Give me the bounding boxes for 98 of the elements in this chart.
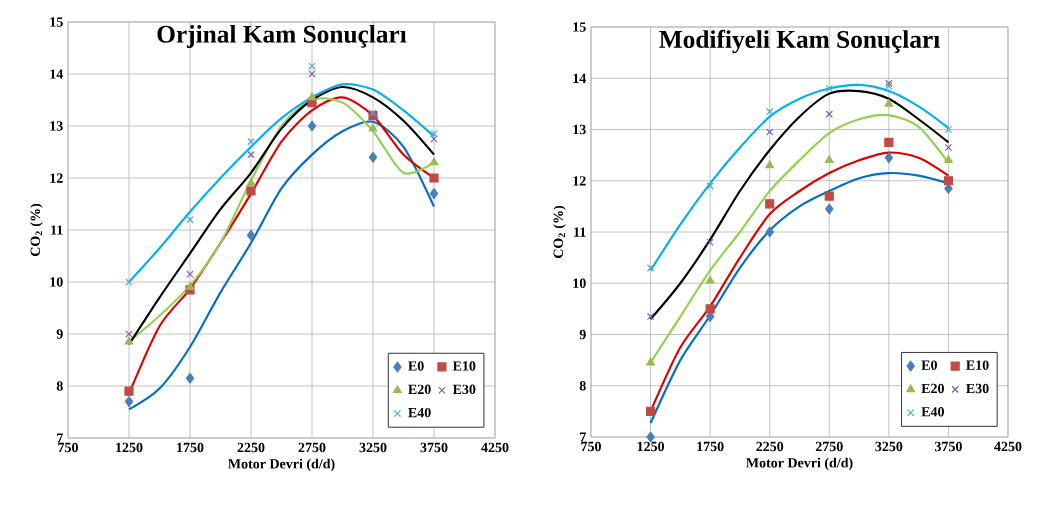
x-tick-label: 750: [581, 441, 601, 452]
y-axis-title: CO$_{2}$ (%): [30, 203, 43, 257]
point: [825, 84, 833, 93]
point: [765, 226, 774, 238]
line-series: [649, 83, 950, 272]
point: [706, 238, 714, 246]
y-tick-label: 9: [579, 329, 586, 340]
point: [765, 160, 775, 169]
legend-label: E20: [921, 383, 944, 394]
legend-label: E0: [408, 361, 424, 371]
y-tick-label: 10: [50, 277, 63, 287]
y-tick-label: 7: [580, 432, 586, 442]
x-axis-title: Motor Devri (d/d): [228, 458, 335, 472]
line-series: [649, 89, 950, 321]
point: [944, 183, 953, 194]
legend-label: E20: [408, 384, 431, 395]
legend-label: E30: [966, 383, 989, 394]
x-tick-label: 1250: [116, 442, 143, 453]
point: [246, 178, 256, 186]
point: [186, 270, 194, 278]
y-tick-label: 14: [573, 73, 587, 83]
point: [185, 372, 195, 384]
point: [766, 107, 774, 116]
point: [705, 304, 715, 314]
y-tick-label: 11: [574, 227, 586, 237]
y-tick-label: 14: [50, 69, 64, 79]
point: [884, 98, 894, 107]
point: [430, 130, 438, 138]
x-tick-label: 2250: [756, 441, 784, 452]
y-tick-label: 7: [57, 433, 63, 443]
y-tick-label: 9: [56, 329, 63, 339]
legend-label: E30: [452, 384, 476, 395]
x-tick-label: 2750: [815, 441, 843, 452]
x-tick-label: 2250: [237, 442, 265, 453]
x-tick-label: 1250: [637, 441, 665, 452]
point: [825, 203, 834, 215]
x-axis-title: Motor Devri (d/d): [746, 457, 853, 471]
legend-label: E10: [966, 360, 989, 370]
x-tick-label: 4250: [481, 442, 509, 453]
x-tick-label: 3250: [875, 441, 903, 452]
point: [246, 186, 256, 196]
point: [429, 188, 439, 199]
point: [247, 137, 255, 146]
point: [429, 157, 439, 166]
x-tick-label: 4250: [994, 441, 1022, 452]
y-tick-label: 15: [50, 17, 63, 27]
point: [124, 336, 134, 345]
chart-title: Modifiyeli Kam Sonuçları: [659, 29, 940, 54]
point: [368, 151, 378, 163]
legend-label: E0: [921, 360, 937, 370]
x-tick-label: 2750: [298, 442, 326, 453]
legend-label: E40: [921, 407, 944, 417]
legend-label: E10: [452, 361, 476, 371]
x-tick-label: 3750: [420, 442, 448, 453]
line-series: [127, 83, 436, 284]
point: [824, 155, 834, 164]
y-tick-label: 10: [573, 278, 586, 288]
point: [124, 386, 134, 396]
point: [645, 406, 656, 416]
y-tick-label: 8: [579, 381, 586, 391]
point: [307, 92, 317, 101]
point: [884, 137, 894, 147]
point: [308, 62, 316, 70]
point: [765, 199, 775, 209]
y-tick-label: 11: [51, 225, 63, 235]
point: [944, 155, 953, 164]
y-tick-label: 13: [50, 121, 63, 131]
chart-title: Orjinal Kam Sonuçları: [157, 24, 407, 48]
y-tick-label: 8: [56, 381, 63, 391]
y-tick-label: 12: [50, 173, 63, 183]
point: [766, 128, 774, 136]
point: [705, 275, 715, 284]
y-axis-title: CO$_{2}$ (%): [553, 205, 566, 259]
point: [646, 357, 655, 366]
legend-label: E40: [408, 407, 431, 418]
point: [186, 215, 194, 224]
y-tick-label: 15: [573, 22, 586, 32]
x-tick-label: 750: [58, 442, 78, 453]
x-tick-label: 3750: [934, 441, 962, 452]
point: [824, 191, 834, 201]
point: [246, 229, 256, 241]
y-tick-label: 12: [573, 176, 586, 186]
point: [124, 396, 134, 407]
point: [646, 264, 655, 272]
point: [247, 150, 255, 159]
x-tick-label: 1750: [697, 441, 724, 452]
x-tick-label: 3250: [359, 442, 387, 453]
point: [943, 176, 954, 186]
point: [646, 312, 655, 321]
point: [307, 120, 317, 132]
point: [368, 123, 378, 132]
point: [884, 152, 894, 164]
point: [944, 143, 953, 152]
point: [185, 282, 195, 290]
point: [825, 110, 833, 118]
point: [429, 173, 439, 183]
y-tick-label: 13: [573, 124, 586, 135]
x-tick-label: 1750: [177, 442, 204, 453]
